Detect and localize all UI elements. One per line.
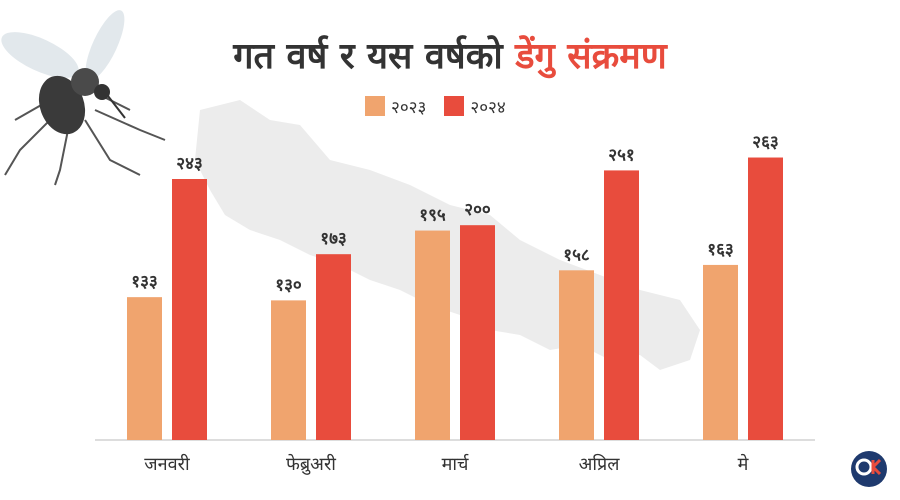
data-label-2024-3: २५१ (608, 145, 635, 165)
chart-title: गत वर्ष र यस वर्षको डेंगु संक्रमण (0, 30, 900, 79)
data-label-2024-1: १७३ (320, 229, 347, 249)
x-tick-label-0: जनवरी (144, 453, 190, 475)
chart-title-highlight: डेंगु संक्रमण (515, 36, 667, 77)
legend-label-2023: २०२३ (391, 97, 427, 118)
legend-item-2024: २०२४ (444, 95, 506, 118)
legend-swatch-2024 (444, 96, 465, 116)
bar-2023-0 (127, 297, 162, 440)
x-tick-label-2: मार्च (442, 453, 470, 475)
bar-2024-1 (316, 254, 351, 440)
bar-2024-2 (460, 225, 495, 440)
data-label-2023-3: १५८ (563, 245, 590, 265)
onlinekhabar-logo-icon (851, 451, 887, 487)
bar-2024-0 (172, 179, 207, 440)
bar-2024-4 (748, 157, 783, 440)
bar-2023-3 (559, 270, 594, 440)
data-label-2024-0: २४३ (176, 154, 203, 174)
data-label-2024-2: २०० (464, 200, 491, 220)
data-label-2023-4: १६३ (707, 240, 734, 260)
bar-2024-3 (604, 170, 639, 440)
legend-label-2024: २०२४ (470, 97, 506, 118)
data-label-2023-0: १३३ (131, 272, 158, 292)
bar-2023-4 (703, 264, 738, 440)
x-tick-label-4: मे (738, 453, 750, 475)
bar-2023-1 (271, 300, 306, 440)
bar-2023-2 (415, 230, 450, 440)
x-tick-label-1: फेब्रुअरी (286, 453, 336, 475)
x-tick-label-3: अप्रिल (579, 453, 621, 475)
data-label-2023-2: १९५ (419, 206, 446, 226)
data-label-2023-1: १३० (275, 275, 302, 295)
legend-item-2023: २०२३ (365, 95, 426, 118)
chart-title-main: गत वर्ष र यस वर्षको (233, 36, 516, 77)
chart-legend: २०२३ २०२४ (365, 92, 516, 120)
mosquito-icon (1, 10, 166, 186)
legend-swatch-2023 (365, 96, 385, 116)
data-label-2024-4: २६३ (752, 133, 779, 153)
